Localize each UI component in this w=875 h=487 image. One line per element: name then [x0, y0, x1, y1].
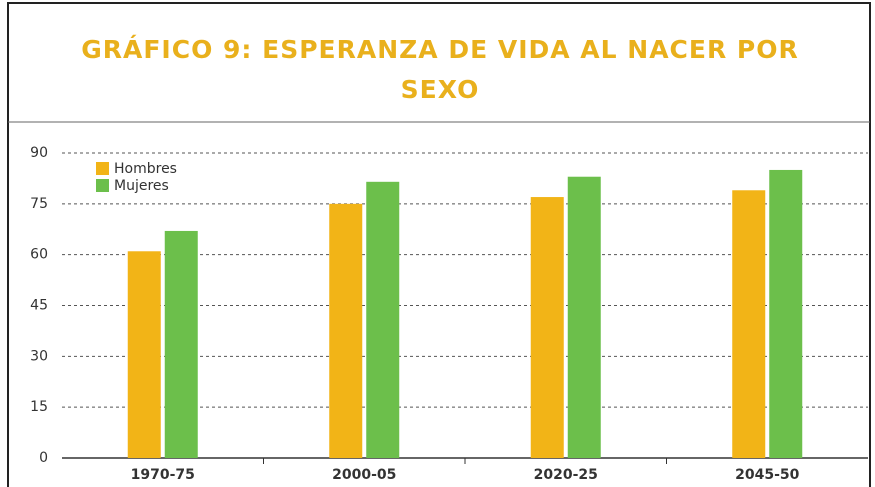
x-tick-label: 1970-75	[131, 467, 195, 483]
y-tick-label: 75	[30, 196, 48, 212]
bar	[127, 251, 161, 458]
legend-swatch	[96, 179, 109, 192]
bar	[769, 169, 803, 458]
bar	[164, 230, 198, 458]
legend-swatch	[96, 162, 109, 175]
bar	[732, 190, 766, 458]
x-tick-label: 2000-05	[332, 467, 396, 483]
x-tick-label: 2020-25	[534, 467, 598, 483]
legend-label: Mujeres	[114, 178, 169, 194]
y-tick-label: 90	[30, 145, 48, 161]
chart-title: GRÁFICO 9: ESPERANZA DE VIDA AL NACER PO…	[81, 35, 799, 104]
bar	[567, 176, 601, 458]
y-tick-label: 0	[39, 450, 48, 466]
frame	[7, 2, 871, 487]
y-tick-label: 60	[30, 247, 48, 263]
x-tick-label: 2045-50	[735, 467, 800, 483]
bar	[530, 197, 564, 459]
y-tick-label: 30	[30, 348, 48, 364]
bar	[329, 203, 363, 458]
legend-label: Hombres	[114, 161, 177, 177]
y-tick-label: 15	[30, 399, 48, 415]
y-tick-label: 45	[30, 298, 48, 314]
bar	[366, 181, 400, 459]
